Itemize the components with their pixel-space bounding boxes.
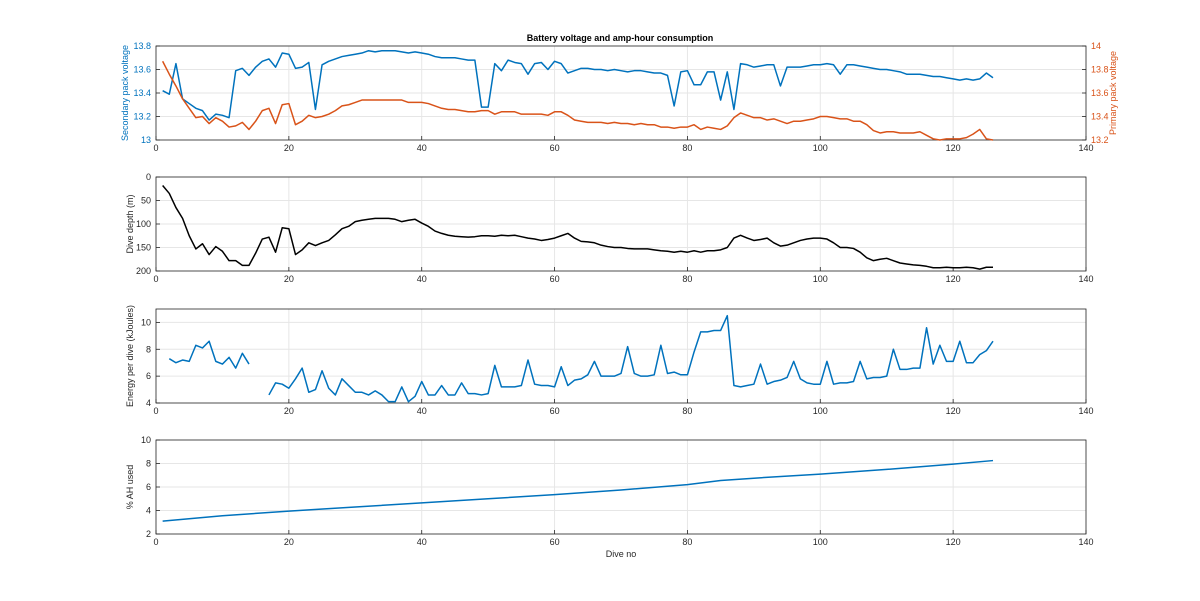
panel-1: 0 20 40 60 80 100 120 140 13 13.2 13.4 13.6 13.8 13.2… [120,41,1118,153]
y-axis-label: % AH used [125,465,135,510]
x-tick-label: 20 [284,274,294,284]
y-axis-label: Energy per dive (kJoules) [125,305,135,407]
x-tick-label: 100 [813,274,828,284]
y-tick-label: 200 [136,266,151,276]
y-axis-label: Secondary pack voltage [120,45,130,141]
x-tick-label: 20 [284,406,294,416]
y2-tick-label: 14 [1091,41,1101,51]
x-tick-label: 60 [550,537,560,547]
x-tick-label: 80 [682,537,692,547]
x-tick-label: 80 [682,143,692,153]
series-line-2-1 [162,184,993,270]
x-tick-label: 0 [153,274,158,284]
x-tick-label: 140 [1078,274,1093,284]
x-tick-label: 80 [682,406,692,416]
y-tick-label: 0 [146,172,151,182]
x-tick-label: 100 [813,537,828,547]
y-tick-label: 8 [146,344,151,354]
y2-tick-label: 13.4 [1091,112,1109,122]
y-tick-label: 50 [141,196,151,206]
x-tick-label: 140 [1078,406,1093,416]
series-line-1-1 [162,49,994,121]
y-tick-label: 2 [146,529,151,539]
y-tick-label: 6 [146,482,151,492]
x-tick-label: 20 [284,537,294,547]
x-tick-label: 0 [153,406,158,416]
y-tick-label: 4 [146,506,151,516]
y-tick-label: 4 [146,398,151,408]
y-tick-label: 150 [136,243,151,253]
y-tick-label: 10 [141,317,151,327]
y-tick-label: 13 [141,135,151,145]
y2-axis-label: Primary pack voltage [1108,51,1118,135]
x-tick-label: 0 [153,537,158,547]
x-tick-label: 120 [946,143,961,153]
y-tick-label: 8 [146,459,151,469]
x-tick-label: 0 [153,143,158,153]
x-tick-label: 20 [284,143,294,153]
y-tick-label: 13.2 [133,112,151,122]
x-tick-label: 40 [417,274,427,284]
y-axis-label: Dive depth (m) [125,194,135,253]
panel-4: 0 20 40 60 80 100 120 140 2 4 6 8 10 % AH used Dive no [125,435,1094,559]
y-tick-label: 13.6 [133,65,151,75]
axes-box [155,308,1087,404]
x-axis-label: Dive no [606,549,637,559]
panel-2: 0 20 40 60 80 100 120 140 0 50 100 150 200 Dive depth… [125,172,1094,284]
x-tick-label: 60 [550,406,560,416]
x-tick-label: 100 [813,406,828,416]
x-tick-label: 120 [946,537,961,547]
x-tick-label: 80 [682,274,692,284]
x-tick-label: 40 [417,406,427,416]
y2-tick-label: 13.2 [1091,135,1109,145]
y-tick-label: 6 [146,371,151,381]
x-tick-label: 60 [550,274,560,284]
series-line-4-1 [162,459,994,522]
y2-tick-label: 13.6 [1091,88,1109,98]
x-tick-label: 140 [1078,143,1093,153]
panel-3: 0 20 40 60 80 100 120 140 4 6 8 10 Energy per dive (… [125,305,1094,416]
x-tick-label: 40 [417,537,427,547]
x-tick-label: 120 [946,406,961,416]
x-tick-label: 60 [550,143,560,153]
y-tick-label: 10 [141,435,151,445]
y2-tick-label: 13.8 [1091,65,1109,75]
x-tick-label: 140 [1078,537,1093,547]
series-line-3-1 [168,314,994,403]
series-line-1-2 [161,60,994,141]
y-tick-label: 13.8 [133,41,151,51]
chart-title: Battery voltage and amp-hour consumption [527,33,714,43]
x-tick-label: 40 [417,143,427,153]
x-tick-label: 120 [946,274,961,284]
y-tick-label: 13.4 [133,88,151,98]
y-tick-label: 100 [136,219,151,229]
x-tick-label: 100 [813,143,828,153]
